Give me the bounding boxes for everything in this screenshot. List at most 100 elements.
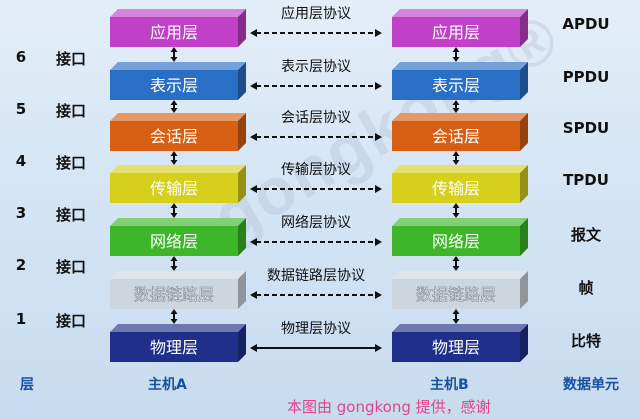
pdu-label: PPDU (562, 68, 610, 86)
layer-column-label: 层 (20, 377, 34, 393)
layer-box-side (238, 324, 246, 362)
layer-box-a-2: 会话层 (110, 113, 246, 151)
layer-name: 会话层 (432, 127, 480, 146)
layer-box-front (110, 17, 238, 47)
layer-box-side (238, 113, 246, 151)
layer-box-b-5: 数据链路层 (392, 271, 528, 309)
interface-arrow-a-0 (170, 47, 178, 62)
layer-box-a-6: 物理层 (110, 324, 246, 362)
layer-box-side (520, 113, 528, 151)
layer-name: 网络层 (432, 232, 480, 251)
layer-box-side (520, 165, 528, 203)
layer-box-a-5: 数据链路层 (110, 271, 246, 309)
pdu-label: 报文 (570, 226, 601, 244)
layer-box-front (392, 121, 520, 151)
layer-name: 物理层 (150, 338, 198, 357)
layer-box-top (110, 271, 246, 279)
layer-box-top (110, 9, 246, 17)
layer-box-top (392, 62, 528, 70)
interface-number: 1 (15, 310, 27, 328)
layer-name: 表示层 (150, 76, 198, 95)
pdu-label: TPDU (563, 171, 609, 189)
host-b-label: 主机B (430, 377, 469, 393)
layer-box-b-1: 表示层 (392, 62, 528, 100)
layer-box-front (110, 226, 238, 256)
protocol-label: 网络层协议 (281, 215, 351, 231)
layer-box-top (392, 9, 528, 17)
layer-box-side (238, 62, 246, 100)
layer-box-front (392, 173, 520, 203)
interface-number: 3 (15, 204, 27, 222)
protocol-label: 会话层协议 (281, 110, 351, 126)
interface-arrow-a-5 (170, 309, 178, 324)
layer-name: 表示层 (432, 76, 480, 95)
layer-box-a-4: 网络层 (110, 218, 246, 256)
protocol-arrow-1 (250, 82, 382, 90)
protocol-label: 物理层协议 (281, 321, 351, 337)
interface-number: 5 (15, 100, 27, 118)
interface-arrow-b-4 (452, 256, 460, 271)
layer-name: 传输层 (150, 179, 198, 198)
layer-box-a-1: 表示层 (110, 62, 246, 100)
layer-name: 传输层 (432, 179, 480, 198)
layer-box-b-2: 会话层 (392, 113, 528, 151)
protocol-arrow-3 (250, 185, 382, 193)
layer-box-front (110, 70, 238, 100)
interface-label: 接口 (56, 50, 87, 68)
protocol-arrow-0 (250, 29, 382, 37)
layer-box-front (392, 17, 520, 47)
layer-name: 会话层 (150, 127, 198, 146)
layer-box-top (392, 113, 528, 121)
layer-name: 网络层 (150, 232, 198, 251)
pdu-column-label: 数据单元 (563, 377, 619, 393)
interface-arrow-b-2 (452, 151, 460, 165)
layer-box-top (110, 165, 246, 173)
layer-box-front (392, 70, 520, 100)
interface-label: 接口 (56, 102, 87, 120)
host-a-label: 主机A (148, 377, 187, 393)
interface-label: 接口 (56, 154, 87, 172)
protocol-arrow-6 (250, 344, 382, 352)
layer-box-side (520, 62, 528, 100)
layer-box-top (110, 324, 246, 332)
layer-box-front (392, 226, 520, 256)
layer-box-side (520, 324, 528, 362)
layer-box-a-3: 传输层 (110, 165, 246, 203)
layer-box-side (520, 218, 528, 256)
layer-box-side (238, 271, 246, 309)
pdu-label: 比特 (570, 332, 601, 350)
interface-label: 接口 (56, 312, 87, 330)
protocol-arrow-5 (250, 291, 382, 299)
pdu-label: SPDU (562, 119, 610, 137)
protocol-arrow-2 (250, 133, 382, 141)
pdu-label: APDU (562, 15, 610, 33)
interface-label: 接口 (56, 258, 87, 276)
protocol-label: 数据链路层协议 (267, 268, 365, 284)
layer-box-side (238, 218, 246, 256)
interface-arrow-a-1 (170, 100, 178, 113)
layer-name: 应用层 (150, 23, 198, 42)
layer-name: 应用层 (432, 23, 480, 42)
layer-box-b-6: 物理层 (392, 324, 528, 362)
layer-box-b-4: 网络层 (392, 218, 528, 256)
layer-box-top (110, 218, 246, 226)
interface-arrow-b-0 (452, 47, 460, 62)
interface-number: 2 (15, 256, 27, 274)
interface-number: 6 (15, 48, 27, 66)
layer-box-front (392, 332, 520, 362)
layer-name: 数据链路层 (134, 285, 214, 304)
protocol-label: 表示层协议 (281, 59, 351, 75)
interface-number: 4 (15, 152, 27, 170)
interface-arrow-a-3 (170, 203, 178, 218)
layer-box-front (110, 121, 238, 151)
layer-box-top (392, 165, 528, 173)
protocol-label: 应用层协议 (281, 6, 351, 22)
layer-box-side (520, 271, 528, 309)
layer-box-side (238, 165, 246, 203)
layer-box-top (110, 62, 246, 70)
layer-box-front (110, 279, 238, 309)
protocol-label: 传输层协议 (281, 162, 351, 178)
layer-box-b-0: 应用层 (392, 9, 528, 47)
layer-box-top (392, 218, 528, 226)
